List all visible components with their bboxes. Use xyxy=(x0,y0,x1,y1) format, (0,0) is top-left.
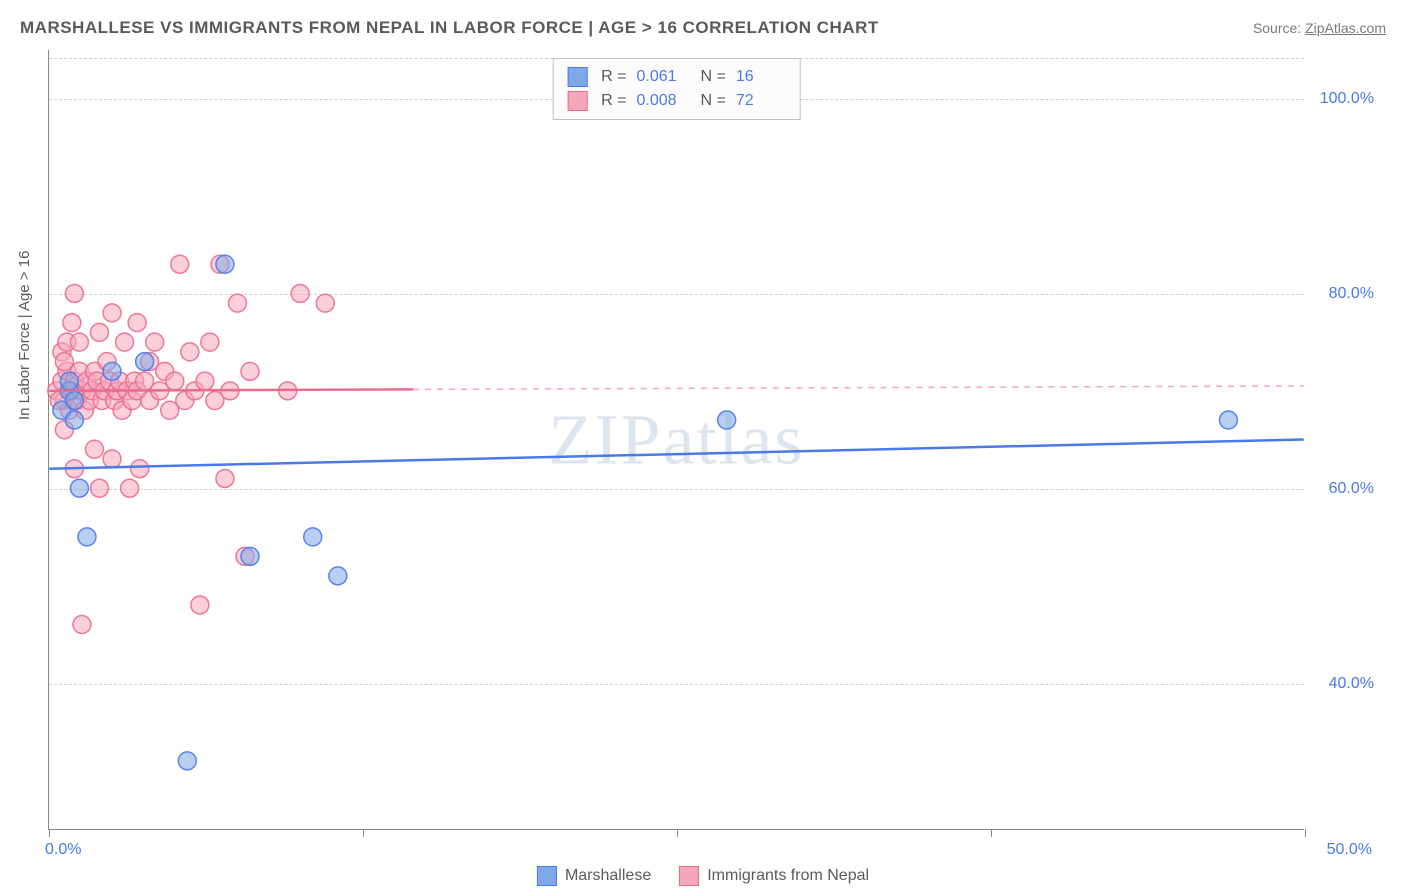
data-point xyxy=(65,411,83,429)
data-point xyxy=(146,333,164,351)
data-point xyxy=(78,528,96,546)
data-point xyxy=(171,255,189,273)
data-point xyxy=(63,314,81,332)
x-axis-min-label: 0.0% xyxy=(45,841,81,859)
data-point xyxy=(55,353,73,371)
swatch-blue-icon xyxy=(537,866,557,886)
n-value-pink: 72 xyxy=(736,92,786,110)
x-tick xyxy=(363,829,364,837)
data-point xyxy=(90,479,108,497)
y-tick-label: 80.0% xyxy=(1314,285,1374,303)
chart-title: MARSHALLESE VS IMMIGRANTS FROM NEPAL IN … xyxy=(20,18,879,38)
data-point xyxy=(166,372,184,390)
data-point xyxy=(121,479,139,497)
plot-area: ZIPatlas 100.0%80.0%60.0%40.0% R = 0.061… xyxy=(48,50,1304,830)
data-point xyxy=(196,372,214,390)
legend-label-blue: Marshallese xyxy=(565,867,651,885)
data-point xyxy=(73,616,91,634)
data-point xyxy=(1219,411,1237,429)
data-point xyxy=(131,460,149,478)
swatch-blue-icon xyxy=(567,67,587,87)
legend-stats-row-blue: R = 0.061 N = 16 xyxy=(567,65,786,89)
source-attribution: Source: ZipAtlas.com xyxy=(1253,20,1386,36)
data-point xyxy=(304,528,322,546)
data-point xyxy=(70,333,88,351)
data-point xyxy=(103,450,121,468)
chart-svg xyxy=(49,50,1304,829)
x-tick xyxy=(1305,829,1306,837)
data-point xyxy=(70,479,88,497)
legend-stats-row-pink: R = 0.008 N = 72 xyxy=(567,89,786,113)
x-axis-max-label: 50.0% xyxy=(1312,841,1372,859)
y-tick-label: 40.0% xyxy=(1314,675,1374,693)
data-point xyxy=(60,372,78,390)
source-label: Source: xyxy=(1253,20,1301,36)
data-point xyxy=(191,596,209,614)
data-point xyxy=(103,304,121,322)
data-point xyxy=(241,362,259,380)
r-value-pink: 0.008 xyxy=(637,92,687,110)
legend-item-blue: Marshallese xyxy=(537,866,651,886)
legend-label-pink: Immigrants from Nepal xyxy=(707,867,869,885)
trend-line xyxy=(49,440,1303,469)
data-point xyxy=(329,567,347,585)
n-label: N = xyxy=(701,68,726,86)
data-point xyxy=(65,284,83,302)
data-point xyxy=(718,411,736,429)
data-point xyxy=(65,392,83,410)
swatch-pink-icon xyxy=(567,91,587,111)
trend-line-extrapolated xyxy=(413,386,1304,389)
legend-item-pink: Immigrants from Nepal xyxy=(679,866,869,886)
data-point xyxy=(228,294,246,312)
data-point xyxy=(216,469,234,487)
x-tick xyxy=(991,829,992,837)
swatch-pink-icon xyxy=(679,866,699,886)
data-point xyxy=(103,362,121,380)
n-label: N = xyxy=(701,92,726,110)
y-tick-label: 60.0% xyxy=(1314,480,1374,498)
source-link[interactable]: ZipAtlas.com xyxy=(1305,20,1386,36)
trend-line xyxy=(49,389,413,390)
y-axis-label: In Labor Force | Age > 16 xyxy=(16,251,33,420)
chart-header: MARSHALLESE VS IMMIGRANTS FROM NEPAL IN … xyxy=(20,18,1386,38)
data-point xyxy=(90,323,108,341)
data-point xyxy=(128,314,146,332)
data-point xyxy=(291,284,309,302)
legend-stats-box: R = 0.061 N = 16 R = 0.008 N = 72 xyxy=(552,58,801,120)
data-point xyxy=(116,333,134,351)
data-point xyxy=(136,353,154,371)
legend-bottom: Marshallese Immigrants from Nepal xyxy=(537,866,869,886)
r-label: R = xyxy=(601,68,626,86)
data-point xyxy=(241,547,259,565)
x-tick xyxy=(49,829,50,837)
data-point xyxy=(85,440,103,458)
data-point xyxy=(316,294,334,312)
data-point xyxy=(178,752,196,770)
x-tick xyxy=(677,829,678,837)
chart-container: MARSHALLESE VS IMMIGRANTS FROM NEPAL IN … xyxy=(0,0,1406,892)
data-point xyxy=(216,255,234,273)
data-point xyxy=(201,333,219,351)
r-value-blue: 0.061 xyxy=(637,68,687,86)
n-value-blue: 16 xyxy=(736,68,786,86)
y-tick-label: 100.0% xyxy=(1314,90,1374,108)
data-point xyxy=(181,343,199,361)
r-label: R = xyxy=(601,92,626,110)
